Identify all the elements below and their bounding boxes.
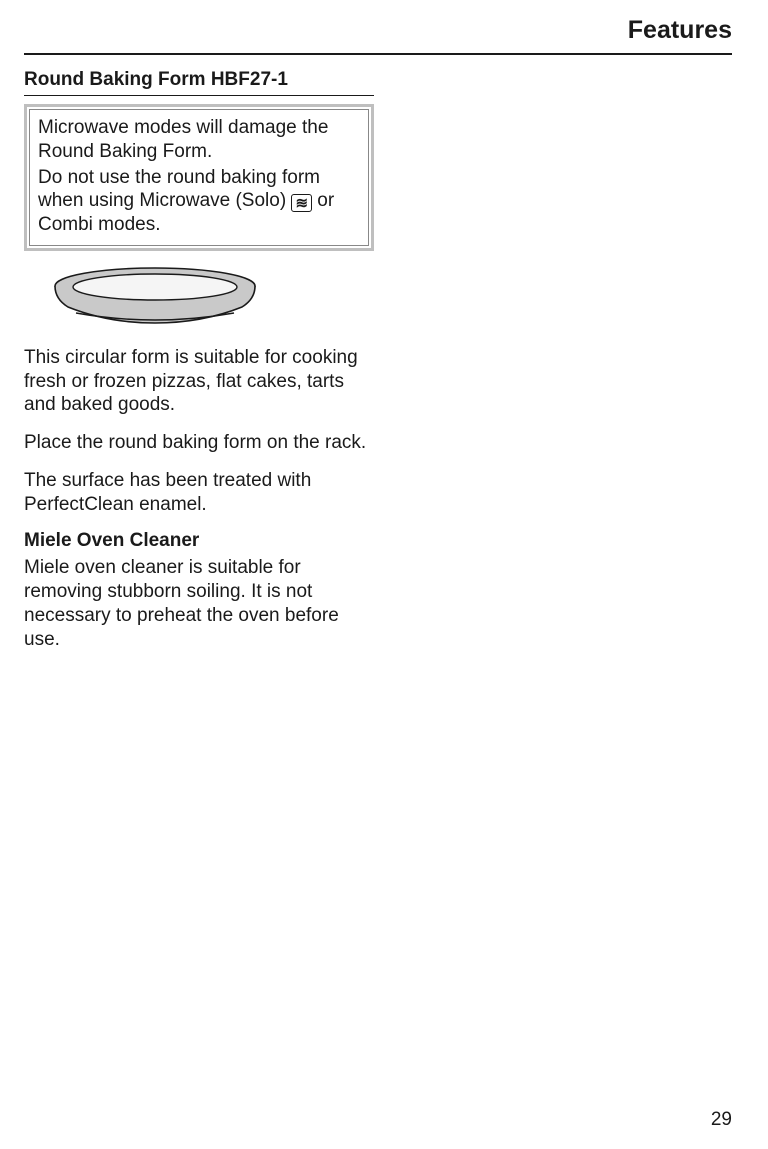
header-rule [24, 53, 732, 55]
baking-dish-svg [50, 265, 260, 327]
baking-form-illustration [50, 265, 374, 332]
warning-line-1: Microwave modes will damage the Round Ba… [38, 116, 360, 164]
content-column: Round Baking Form HBF27-1 Microwave mode… [24, 69, 374, 651]
warning-line-2a: Do not use the round baking form when us… [38, 167, 320, 212]
page-title: Features [628, 16, 732, 44]
warning-box-inner: Microwave modes will damage the Round Ba… [29, 109, 369, 246]
para-placement: Place the round baking form on the rack. [24, 431, 374, 455]
warning-box: Microwave modes will damage the Round Ba… [24, 104, 374, 251]
page-number: 29 [711, 1109, 732, 1131]
section-title-baking-form: Round Baking Form HBF27-1 [24, 69, 374, 96]
para-cleaner: Miele oven cleaner is suitable for remov… [24, 556, 374, 651]
subsection-title-cleaner: Miele Oven Cleaner [24, 530, 374, 552]
dish-inner [73, 274, 237, 300]
section-title-text: Round Baking Form HBF27-1 [24, 69, 288, 90]
para-description: This circular form is suitable for cooki… [24, 346, 374, 417]
microwave-icon: ≋ [291, 194, 312, 212]
body-text: This circular form is suitable for cooki… [24, 346, 374, 652]
para-surface: The surface has been treated with Perfec… [24, 469, 374, 517]
page-header: Features [24, 16, 732, 53]
warning-line-2: Do not use the round baking form when us… [38, 166, 360, 237]
